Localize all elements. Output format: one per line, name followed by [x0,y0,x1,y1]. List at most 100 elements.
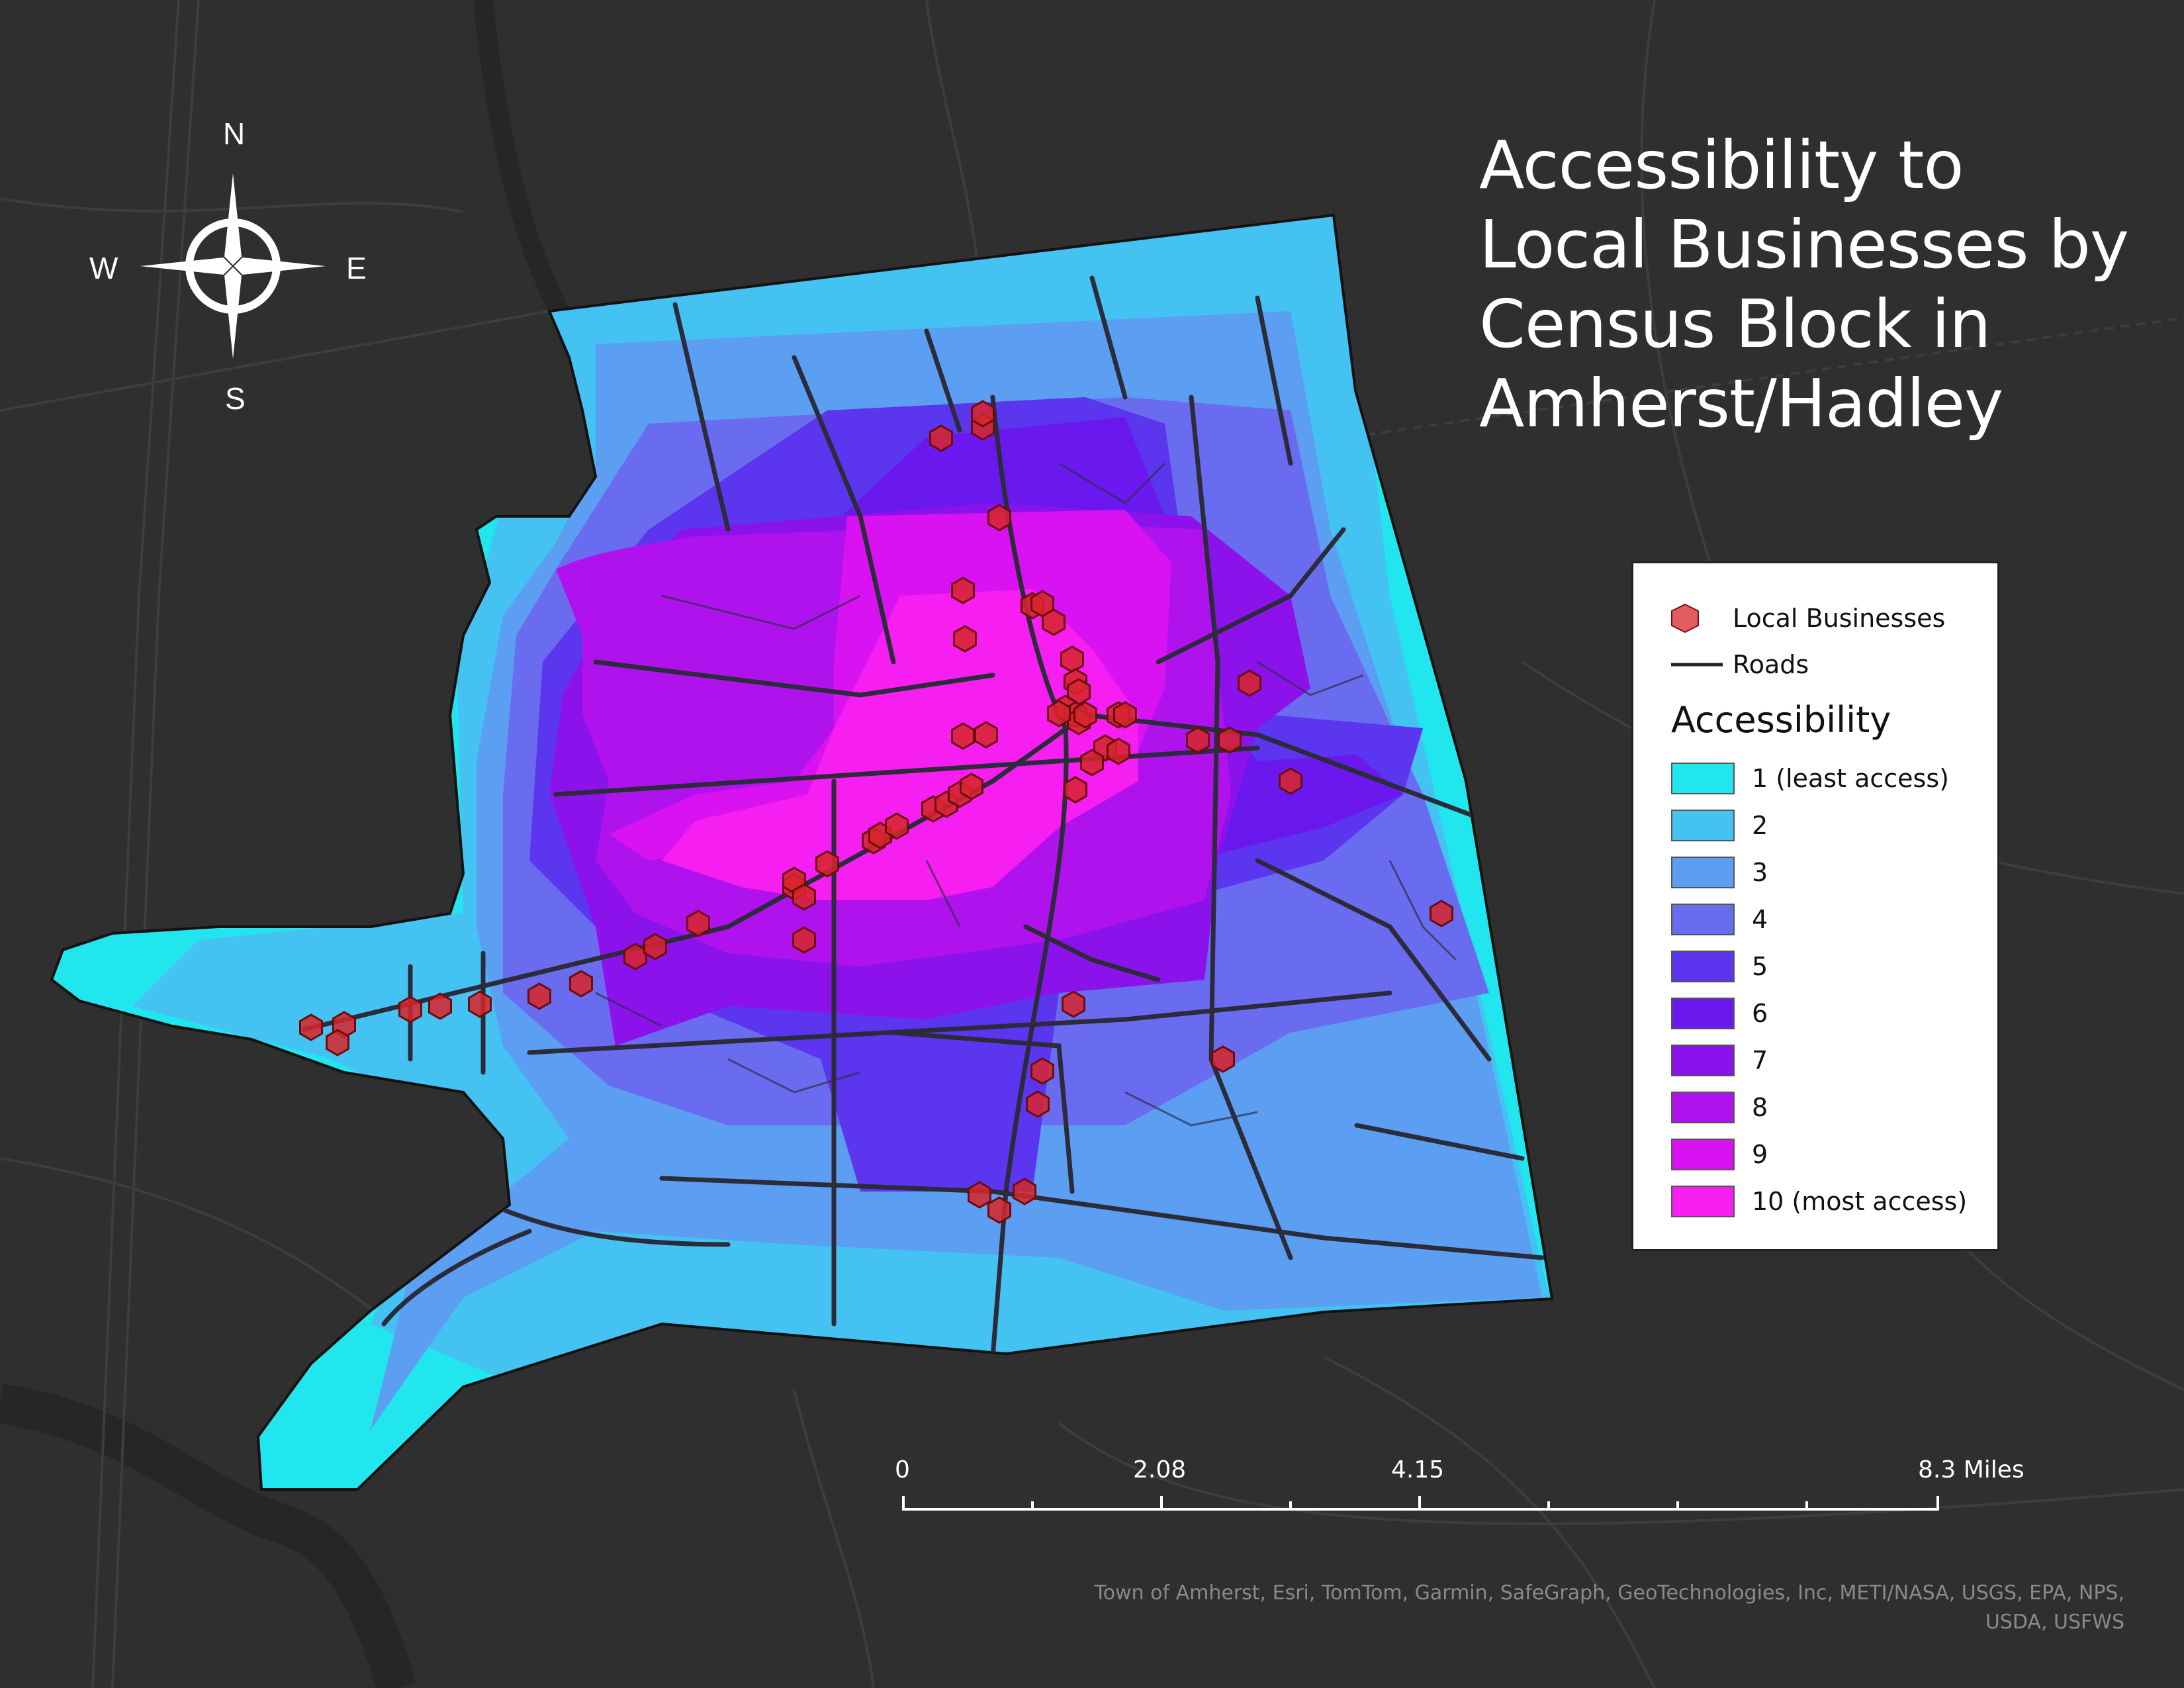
business-marker [885,812,909,840]
legend-heading: Accessibility [1671,699,1891,741]
legend-roads-label: Roads [1733,650,1809,679]
legend-class-swatch [1671,857,1735,888]
business-marker [1026,1090,1050,1118]
business-marker [792,926,816,954]
business-hexagon-icon [1671,603,1699,633]
legend-class-row: 2 [1633,809,1768,842]
legend-class-label: 10 (most access) [1752,1187,1968,1216]
legend-class-row: 4 [1633,903,1768,936]
business-marker [686,910,710,937]
business-marker [398,996,422,1023]
business-marker [987,504,1011,532]
legend-class-label: 1 (least access) [1752,764,1949,793]
business-marker [1060,645,1084,673]
scale-label-1: 2.08 [1133,1456,1187,1483]
business-marker [960,773,983,800]
legend-class-row: 6 [1633,997,1768,1030]
legend-class-swatch [1671,1045,1735,1076]
business-marker [1430,900,1453,927]
legend-class-row: 5 [1633,950,1768,983]
legend-class-row: 8 [1633,1091,1768,1124]
legend-class-label: 9 [1752,1140,1768,1169]
business-marker [468,990,492,1018]
map-title: Accessibility to Local Businesses by Cen… [1479,126,2174,444]
legend-class-row: 9 [1633,1138,1768,1171]
business-markers [299,400,1453,1224]
business-marker [569,970,593,998]
legend-class-row: 10 (most access) [1633,1185,1967,1218]
legend-class-swatch [1671,904,1735,935]
business-marker [1211,1045,1235,1073]
business-marker [1113,701,1137,729]
legend-class-label: 2 [1752,811,1768,840]
legend-class-row: 1 (least access) [1633,762,1949,795]
minor-roads [595,462,1457,1127]
title-line-1: Accessibility to [1479,126,1964,204]
business-marker [1064,776,1087,804]
scale-label-3: 8.3 Miles [1918,1456,2025,1483]
legend-class-label: 7 [1752,1046,1768,1075]
business-marker [1047,700,1071,727]
scale-label-2: 4.15 [1391,1456,1445,1483]
legend-class-label: 6 [1752,999,1768,1028]
legend-class-label: 8 [1752,1093,1768,1122]
business-marker [951,577,975,604]
legend-class-label: 3 [1752,858,1768,887]
legend-row-businesses: Local Businesses [1633,602,1945,635]
business-marker [1279,767,1302,795]
business-marker [987,1196,1011,1224]
credits-line-2: USDA, USFWS [1985,1611,2124,1634]
business-marker [1186,726,1210,754]
business-marker [953,625,977,653]
business-marker [428,992,452,1020]
business-marker [1062,990,1085,1018]
legend-class-row: 3 [1633,856,1768,889]
title-line-3: Census Block in [1479,285,1991,363]
legend-class-label: 5 [1752,952,1768,981]
legend-class-swatch [1671,810,1735,841]
roads-layer [302,275,1545,1360]
compass-rose [133,166,333,366]
business-marker [1080,749,1104,776]
business-marker [792,883,816,911]
compass-south-label: S [225,381,246,416]
business-marker [1013,1178,1036,1205]
business-marker [974,721,998,749]
compass-north-label: N [223,117,246,151]
title-line-4: Amherst/Hadley [1479,365,2003,442]
legend-box: Local Businesses Roads Accessibility 1 (… [1631,561,1999,1251]
study-area-outline [50,213,1554,1491]
scale-bar [902,1496,1939,1511]
legend-class-row: 7 [1633,1044,1768,1077]
compass-east-label: E [346,251,367,285]
legend-class-swatch [1671,763,1735,794]
map-credits: Town of Amherst, Esri, TomTom, Garmin, S… [1066,1579,2124,1637]
legend-business-label: Local Businesses [1733,604,1946,633]
zone-class-10 [662,589,1138,900]
business-marker [1218,726,1242,754]
business-marker [623,943,647,970]
compass-west-label: W [89,251,118,285]
business-marker [951,722,975,750]
business-marker [1107,737,1130,765]
business-marker [929,424,953,452]
business-marker [1238,669,1261,697]
scale-label-0: 0 [895,1456,910,1483]
road-line-icon [1671,663,1723,667]
business-marker [643,933,667,961]
legend-class-label: 4 [1752,905,1768,934]
legend-class-swatch [1671,1186,1735,1217]
business-marker [1030,1057,1054,1085]
legend-row-roads: Roads [1633,648,1809,681]
title-line-2: Local Businesses by [1479,206,2129,283]
business-marker [299,1013,323,1041]
legend-class-swatch [1671,1139,1735,1170]
legend-class-swatch [1671,951,1735,982]
business-marker [1073,701,1097,729]
business-marker [527,982,551,1010]
business-marker [968,1181,991,1209]
legend-class-swatch [1671,1092,1735,1123]
business-marker [1042,608,1066,636]
business-marker [326,1029,349,1056]
credits-line-1: Town of Amherst, Esri, TomTom, Garmin, S… [1094,1581,2124,1605]
